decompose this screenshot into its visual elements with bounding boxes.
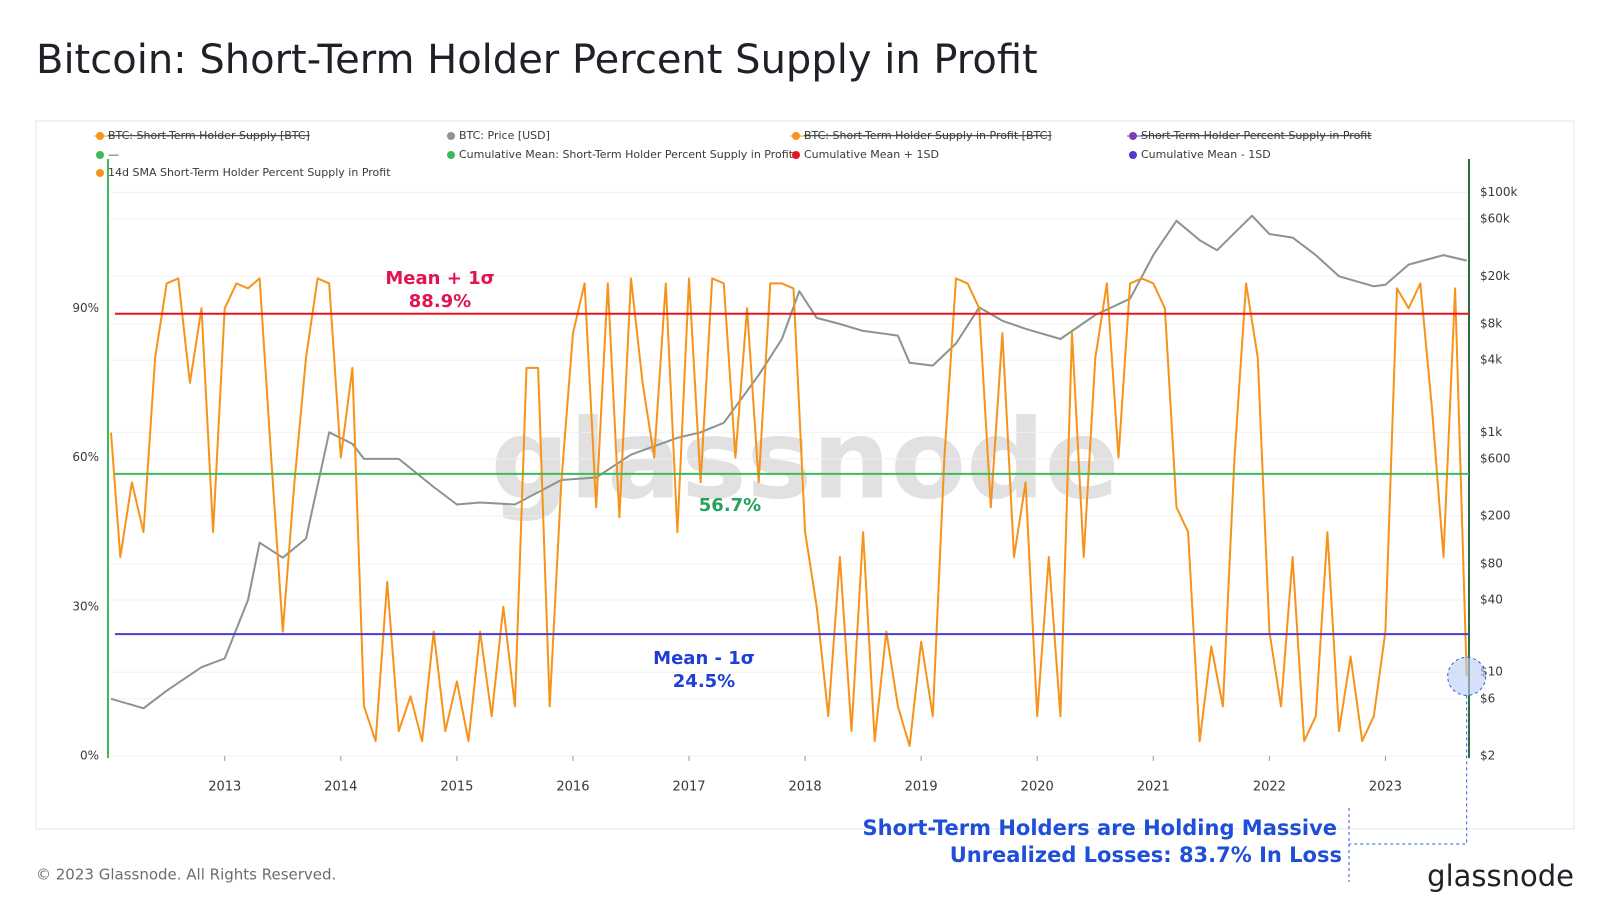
y2-tick-label: $2 bbox=[1480, 749, 1495, 763]
reference-value-label: 88.9% bbox=[409, 291, 471, 312]
price-line bbox=[110, 214, 1467, 710]
highlight-circle bbox=[1447, 656, 1487, 696]
logo: glassnode bbox=[1427, 859, 1574, 893]
x-tick-label: 2017 bbox=[672, 780, 705, 795]
y2-tick-label: $20k bbox=[1480, 269, 1510, 283]
x-tick-label: 2018 bbox=[789, 780, 822, 795]
x-tick-label: 2019 bbox=[905, 780, 938, 795]
legend-label: Short-Term Holder Percent Supply in Prof… bbox=[1141, 129, 1372, 142]
y-tick-label: 90% bbox=[72, 301, 99, 315]
legend-marker bbox=[447, 151, 455, 159]
y-tick-label: 60% bbox=[72, 450, 99, 464]
y2-tick-label: $8k bbox=[1480, 316, 1502, 330]
reference-value-label: 24.5% bbox=[673, 671, 735, 692]
callout-leader bbox=[1349, 695, 1468, 845]
chart-frame bbox=[35, 120, 1575, 830]
x-tick-label: 2022 bbox=[1253, 780, 1286, 795]
legend-label: Cumulative Mean + 1SD bbox=[804, 148, 939, 161]
y2-tick-label: $40 bbox=[1480, 592, 1503, 606]
sth-profit-line bbox=[110, 277, 1468, 747]
y2-tick-label: $100k bbox=[1480, 185, 1518, 199]
legend-label: BTC: Short-Term Holder Supply [BTC] bbox=[108, 129, 310, 142]
y2-tick-label: $80 bbox=[1480, 556, 1503, 570]
reference-value-label: 56.7% bbox=[699, 495, 761, 516]
legend-label: BTC: Short-Term Holder Supply in Profit … bbox=[804, 129, 1052, 142]
legend-label: 14d SMA Short-Term Holder Percent Supply… bbox=[108, 166, 391, 179]
y-tick-label: 0% bbox=[80, 749, 99, 763]
callout-text: Short-Term Holders are Holding Massive bbox=[863, 816, 1338, 840]
reference-label: Mean + 1σ bbox=[385, 268, 494, 289]
x-tick-label: 2020 bbox=[1021, 780, 1054, 795]
legend-label: Cumulative Mean: Short-Term Holder Perce… bbox=[459, 148, 794, 161]
y2-tick-label: $600 bbox=[1480, 451, 1511, 465]
y-tick-label: 30% bbox=[72, 599, 99, 613]
legend-marker bbox=[447, 132, 455, 140]
callout-text: Unrealized Losses: 83.7% In Loss bbox=[950, 843, 1342, 867]
chart-title: Bitcoin: Short-Term Holder Percent Suppl… bbox=[36, 37, 1038, 83]
y2-tick-label: $6 bbox=[1480, 691, 1495, 705]
reference-label: Mean - 1σ bbox=[653, 648, 755, 669]
legend-label: — bbox=[108, 148, 119, 161]
legend-label: BTC: Price [USD] bbox=[459, 129, 550, 142]
legend-marker bbox=[96, 151, 104, 159]
y2-tick-label: $10 bbox=[1480, 665, 1503, 679]
x-tick-label: 2013 bbox=[208, 780, 241, 795]
y2-tick-label: $200 bbox=[1480, 509, 1511, 523]
x-tick-label: 2014 bbox=[324, 780, 357, 795]
y2-tick-label: $1k bbox=[1480, 425, 1502, 439]
x-tick-label: 2015 bbox=[440, 780, 473, 795]
legend-marker bbox=[96, 169, 104, 177]
footer: © 2023 Glassnode. All Rights Reserved. bbox=[36, 866, 336, 884]
legend-marker bbox=[1129, 151, 1137, 159]
legend-label: Cumulative Mean - 1SD bbox=[1141, 148, 1271, 161]
y2-tick-label: $4k bbox=[1480, 353, 1502, 367]
x-tick-label: 2023 bbox=[1369, 780, 1402, 795]
x-tick-label: 2021 bbox=[1137, 780, 1170, 795]
y2-tick-label: $60k bbox=[1480, 212, 1510, 226]
legend-marker bbox=[792, 151, 800, 159]
x-tick-label: 2016 bbox=[556, 780, 589, 795]
